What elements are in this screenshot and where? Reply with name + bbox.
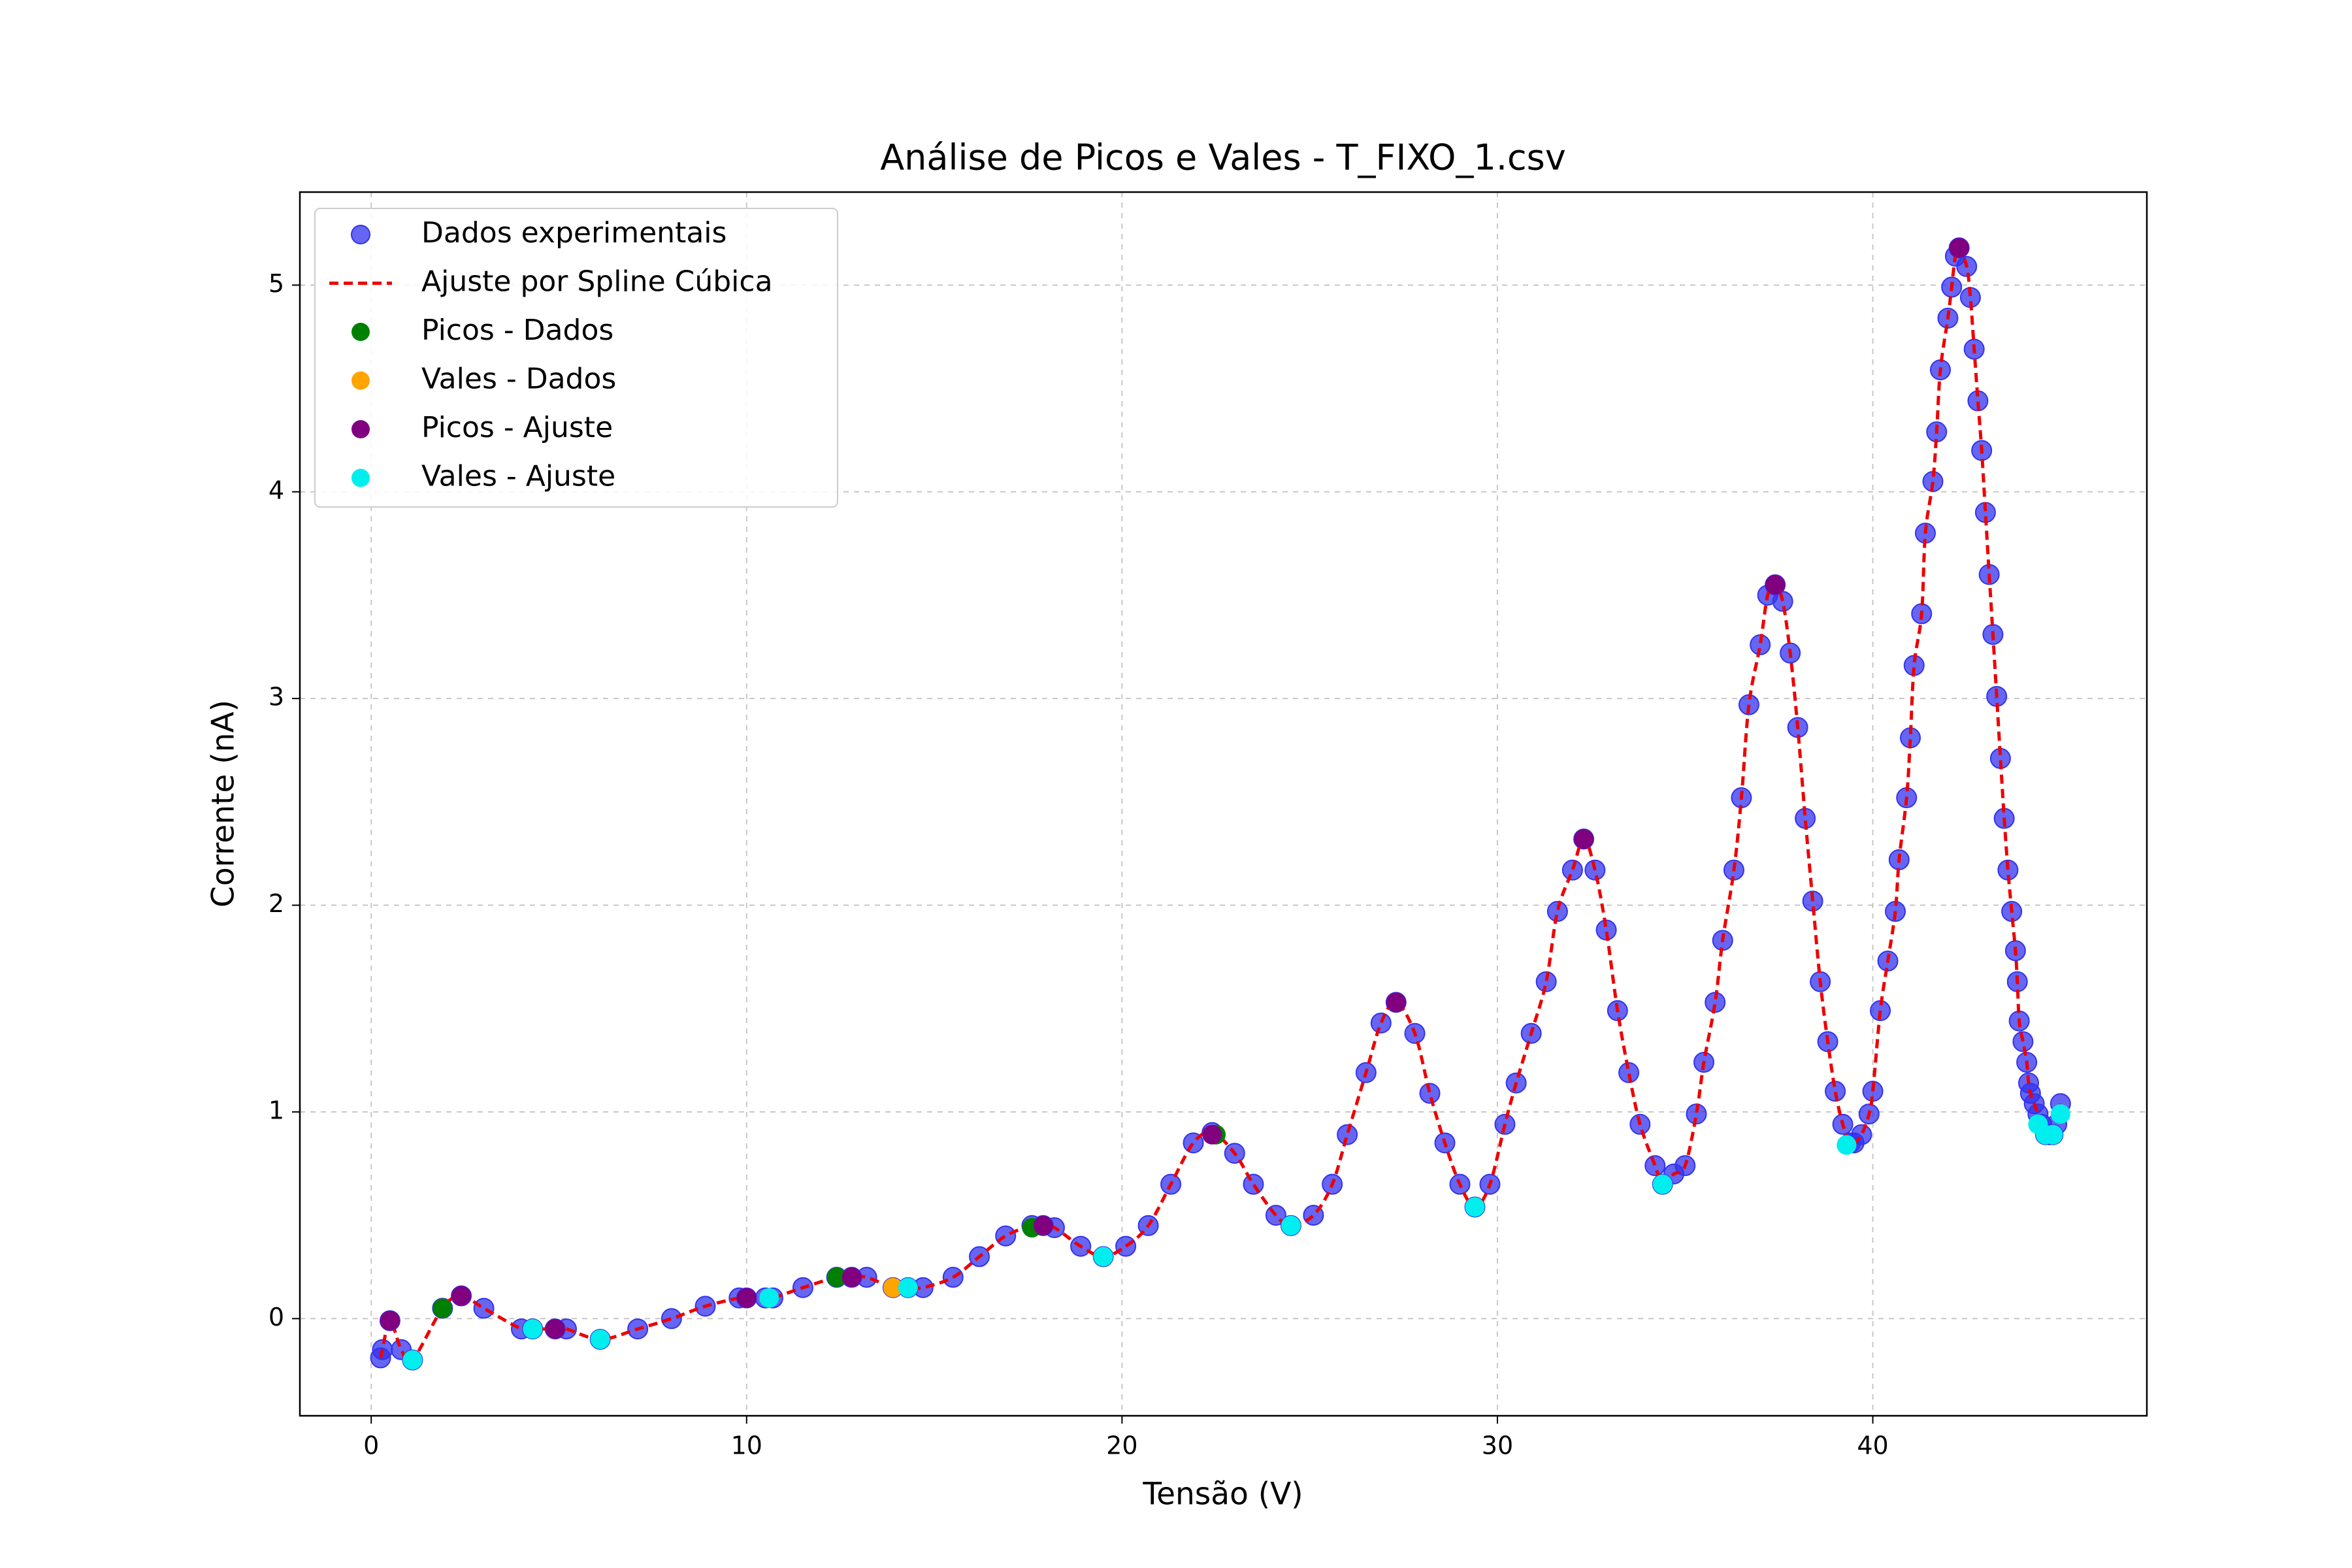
legend: Dados experimentais Ajuste por Spline Cúb… <box>314 208 838 508</box>
y-tick-label: 1 <box>269 1096 284 1124</box>
legend-swatch <box>351 323 370 341</box>
marker-point <box>841 1267 862 1288</box>
data-point <box>1825 1081 1846 1102</box>
data-point <box>661 1308 682 1330</box>
marker-point <box>1465 1197 1485 1217</box>
marker-point <box>1093 1247 1113 1267</box>
legend-swatch <box>351 371 370 390</box>
marker-point <box>402 1350 423 1370</box>
legend-label: Picos - Ajuste <box>421 411 613 444</box>
data-point <box>1115 1235 1137 1257</box>
y-tick-label: 0 <box>269 1303 284 1331</box>
marker-point <box>433 1298 453 1318</box>
data-point <box>1370 1012 1392 1034</box>
legend-swatch <box>351 225 370 244</box>
x-axis-label: Tensão (V) <box>1142 1477 1303 1512</box>
y-tick-label: 3 <box>269 683 284 711</box>
data-point <box>1618 1062 1640 1083</box>
legend-label: Dados experimentais <box>421 216 727 250</box>
marker-point <box>2050 1104 2070 1124</box>
marker-point <box>736 1288 757 1308</box>
marker-point <box>1033 1215 1053 1235</box>
x-tick-label: 30 <box>1482 1431 1513 1460</box>
y-tick-label: 4 <box>269 476 284 504</box>
legend-box <box>314 208 838 508</box>
data-point <box>1243 1173 1264 1195</box>
marker-point <box>898 1277 918 1298</box>
y-axis-label: Corrente (nA) <box>206 700 242 907</box>
legend-label: Ajuste por Spline Cúbica <box>421 265 773 299</box>
x-tick-label: 40 <box>1857 1431 1888 1460</box>
data-point <box>1561 859 1583 881</box>
data-point <box>1337 1124 1358 1145</box>
marker-point <box>1281 1215 1301 1235</box>
x-tick-label: 10 <box>731 1431 762 1460</box>
marker-point <box>2043 1124 2063 1145</box>
marker-point <box>759 1288 779 1308</box>
marker-point <box>1574 829 1594 849</box>
marker-point <box>1949 238 1969 258</box>
data-point <box>1419 1083 1441 1104</box>
marker-point <box>451 1286 472 1306</box>
marker-point <box>1652 1174 1673 1194</box>
chart-title: Análise de Picos e Vales - T_FIXO_1.csv <box>880 137 1566 178</box>
data-point <box>473 1298 495 1319</box>
legend-swatch <box>351 420 370 438</box>
marker-point <box>380 1311 400 1331</box>
x-tick-label: 20 <box>1106 1431 1137 1460</box>
x-tick-label: 0 <box>363 1431 379 1460</box>
legend-label: Vales - Ajuste <box>421 460 615 493</box>
marker-point <box>523 1319 543 1339</box>
legend-label: Picos - Dados <box>421 314 613 347</box>
data-point <box>1546 901 1568 923</box>
marker-point <box>1386 992 1406 1013</box>
marker-point <box>1202 1124 1222 1145</box>
y-tick-label: 2 <box>269 889 284 918</box>
marker-point <box>1837 1135 1857 1155</box>
plot-frame <box>299 191 2148 1417</box>
marker-point <box>590 1329 610 1349</box>
data-point <box>995 1225 1017 1247</box>
legend-label: Vales - Dados <box>421 363 616 396</box>
y-tick-label: 5 <box>269 269 284 298</box>
marker-point <box>545 1319 565 1339</box>
marker-point <box>1765 575 1786 595</box>
marker-point <box>883 1277 903 1298</box>
marker-point <box>826 1267 847 1288</box>
legend-swatch <box>351 468 370 487</box>
data-point <box>1535 971 1557 992</box>
